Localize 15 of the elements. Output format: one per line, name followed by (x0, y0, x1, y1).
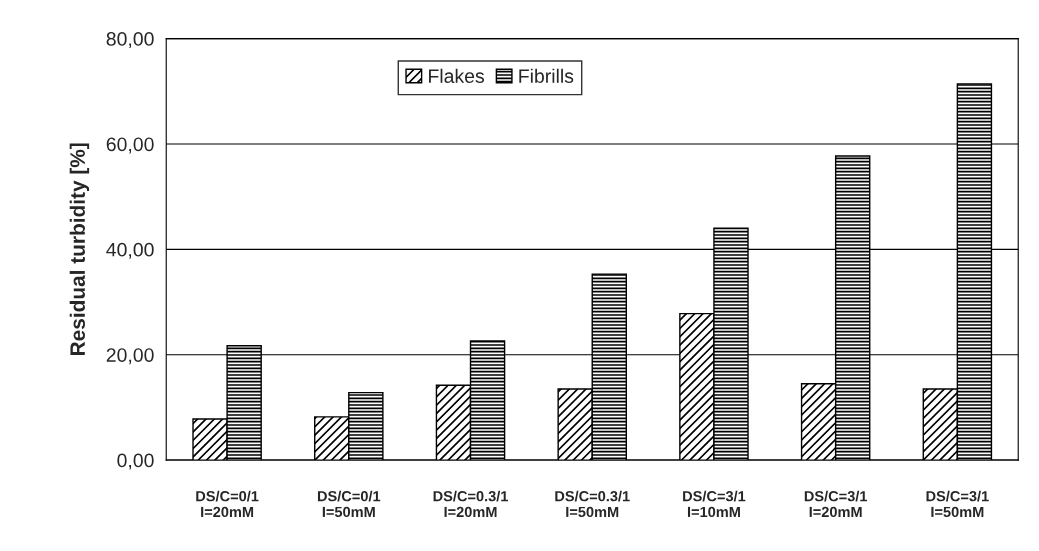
y-tick-label: 40,00 (106, 242, 154, 259)
x-tick-label: DS/C=0.3/1 I=20mM (433, 490, 509, 518)
legend-label: Flakes (429, 68, 485, 83)
x-tick-label: DS/C=3/1 I=50mM (926, 490, 989, 518)
y-tick-label: 80,00 (106, 32, 154, 49)
legend-label: Fibrills (519, 68, 574, 83)
y-tick-label: 20,00 (106, 348, 154, 365)
y-tick-label: 0,00 (117, 453, 154, 470)
x-tick-label: DS/C=0/1 I=50mM (317, 490, 381, 518)
y-tick-label: 60,00 (106, 137, 154, 154)
x-tick-label: DS/C=3/1 I=20mM (804, 490, 868, 518)
x-tick-label: DS/C=3/1 I=10mM (683, 490, 746, 518)
x-tick-label: DS/C=0/1 I=20mM (196, 490, 259, 518)
x-tick-label: DS/C=0.3/1 I=50mM (555, 490, 630, 518)
y-axis-title: Residual turbidity [%] (69, 143, 90, 355)
